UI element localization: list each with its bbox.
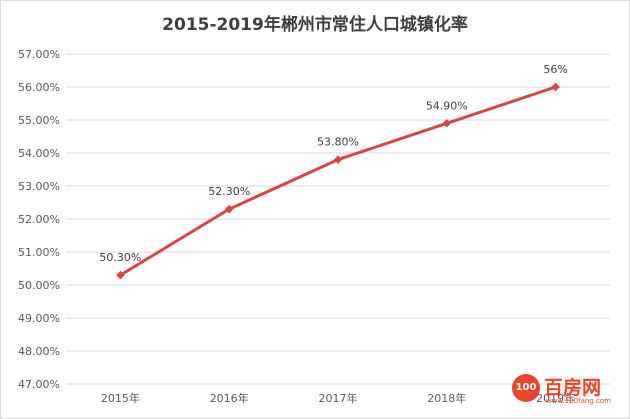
- watermark-logo: 100 百房网 www.100fang.com: [512, 372, 612, 408]
- x-tick-label: 2019年: [536, 391, 575, 405]
- x-tick-label: 2015年: [101, 391, 140, 405]
- y-tick-label: 48.00%: [18, 345, 60, 358]
- data-point: [116, 270, 125, 280]
- data-point: [551, 82, 560, 92]
- data-point: [224, 204, 234, 214]
- data-labels: 50.30% 52.30% 53.80% 54.90% 56%: [99, 63, 567, 264]
- data-label: 50.30%: [99, 251, 141, 264]
- x-axis-tick-labels: 2015年 2016年 2017年 2018年 2019年: [101, 391, 575, 405]
- data-label: 54.90%: [426, 99, 468, 112]
- data-point: [442, 119, 452, 128]
- y-axis-tick-labels: 47.00% 48.00% 49.00% 50.00% 51.00% 52.00% 53.0…: [18, 48, 60, 391]
- y-tick-label: 49.00%: [18, 312, 60, 325]
- y-tick-label: 55.00%: [18, 114, 60, 127]
- data-point: [333, 155, 343, 164]
- data-label: 52.30%: [208, 185, 250, 198]
- y-tick-label: 52.00%: [18, 213, 60, 226]
- series-group: [116, 82, 560, 280]
- data-label: 56%: [543, 63, 567, 76]
- x-tick-label: 2016年: [210, 391, 249, 405]
- watermark-subtext: www.100fang.com: [546, 397, 611, 405]
- chart-title: 2015-2019年郴州市常住人口城镇化率: [162, 15, 468, 35]
- y-tick-label: 51.00%: [18, 246, 60, 259]
- y-tick-label: 54.00%: [18, 147, 60, 160]
- y-tick-label: 56.00%: [18, 81, 60, 94]
- y-tick-label: 57.00%: [18, 48, 60, 61]
- watermark-text: 百房网: [544, 377, 602, 399]
- y-tick-label: 47.00%: [18, 378, 60, 391]
- x-tick-label: 2017年: [319, 391, 358, 405]
- y-tick-label: 50.00%: [18, 279, 60, 292]
- y-tick-label: 53.00%: [18, 180, 60, 193]
- grid-lines: [66, 53, 610, 385]
- data-label: 53.80%: [317, 136, 359, 149]
- x-tick-label: 2018年: [427, 391, 466, 405]
- series-line: [118, 85, 558, 277]
- watermark-badge: 100: [512, 374, 540, 402]
